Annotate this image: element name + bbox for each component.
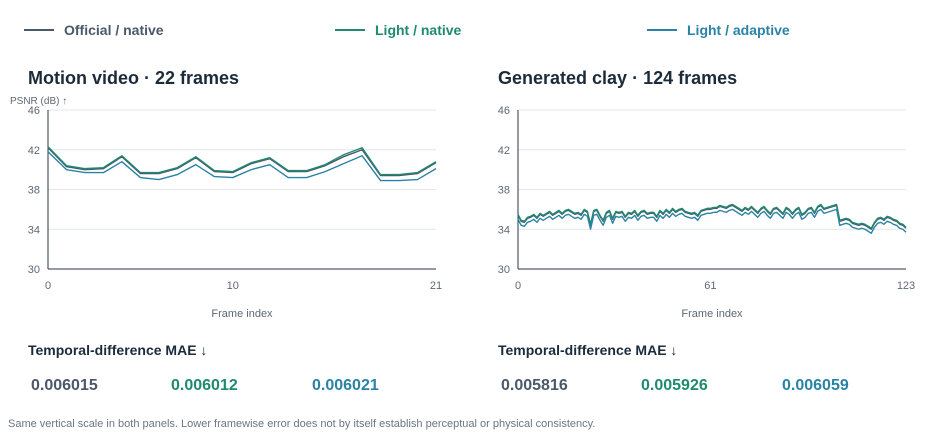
series-line (47, 151, 437, 182)
x-tick-label: 123 (897, 280, 915, 292)
y-axis-label: PSNR (dB) ↑ (10, 96, 67, 107)
series-line (517, 208, 907, 234)
legend-swatch (647, 29, 677, 31)
legend-swatch (24, 29, 54, 31)
mae-value-official-native: 0.006015 (31, 377, 98, 394)
panel-title-motion: Motion video · 22 frames (28, 68, 240, 88)
y-tick-label: 30 (498, 264, 510, 276)
y-tick-label: 34 (498, 224, 510, 236)
x-tick-label: 61 (704, 280, 716, 292)
legend-swatch (335, 29, 365, 31)
chart-generated-clay: 30 34 38 42 46 0 61 123 Frame index (498, 105, 915, 320)
legend-label: Light / adaptive (687, 22, 790, 38)
series-line (47, 147, 437, 177)
series-line (517, 203, 907, 229)
legend-label: Official / native (64, 22, 164, 38)
series-line (47, 146, 437, 176)
y-tick-label: 30 (28, 264, 40, 276)
mae-value-light-adaptive: 0.006059 (782, 377, 849, 394)
y-tick-label: 38 (28, 185, 40, 197)
x-axis-label: Frame index (681, 308, 743, 320)
mae-title-clay: Temporal-difference MAE ↓ (498, 342, 678, 358)
legend: Official / native Light / native Light /… (0, 22, 929, 42)
panel-title-clay: Generated clay · 124 frames (498, 68, 738, 88)
legend-item-light-adaptive[interactable]: Light / adaptive (647, 22, 790, 38)
mae-value-light-native: 0.005926 (641, 377, 708, 394)
y-tick-label: 34 (28, 224, 40, 236)
y-tick-label: 46 (28, 105, 40, 117)
legend-label: Light / native (375, 22, 462, 38)
y-tick-label: 42 (498, 145, 510, 157)
y-tick-label: 38 (498, 185, 510, 197)
mae-title-motion: Temporal-difference MAE ↓ (28, 342, 208, 358)
y-tick-label: 42 (28, 145, 40, 157)
mae-value-light-native: 0.006012 (171, 377, 238, 394)
x-tick-label: 21 (430, 280, 442, 292)
x-tick-label: 10 (227, 280, 239, 292)
footnote: Same vertical scale in both panels. Lowe… (8, 418, 596, 430)
mae-value-official-native: 0.005816 (501, 377, 568, 394)
y-tick-label: 46 (498, 105, 510, 117)
legend-item-official-native[interactable]: Official / native (24, 22, 164, 38)
legend-item-light-native[interactable]: Light / native (335, 22, 461, 38)
mae-value-light-adaptive: 0.006021 (312, 377, 379, 394)
chart-motion-video: 30 34 38 42 46 0 10 21 Frame index PSNR (dB) ↑ (10, 96, 442, 320)
x-axis-label: Frame index (211, 308, 273, 320)
x-tick-label: 0 (515, 280, 521, 292)
x-tick-label: 0 (45, 280, 51, 292)
